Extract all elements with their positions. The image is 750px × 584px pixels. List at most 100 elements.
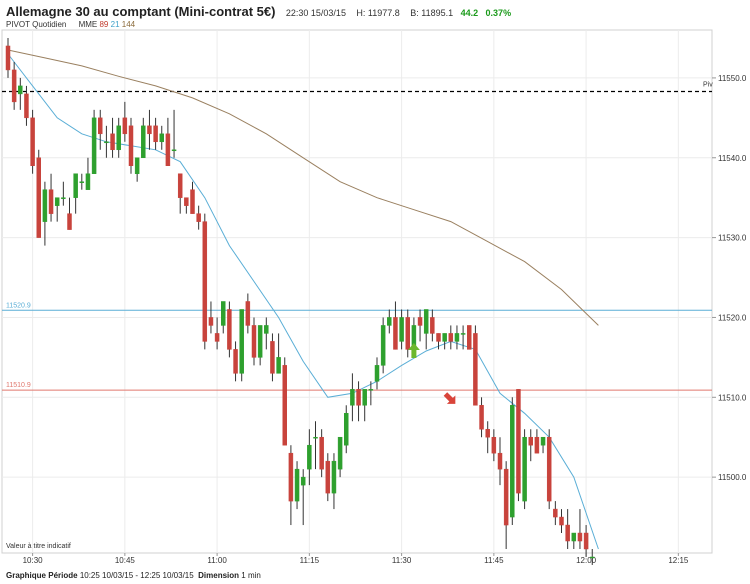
candle-body [546, 436, 552, 502]
candle-body [442, 333, 447, 342]
candle-body [48, 189, 54, 214]
header-time: 22:30 15/03/15 [285, 8, 346, 18]
x-tick-label: 11:45 [484, 556, 504, 565]
level-label: 11510.9 [6, 382, 31, 389]
candle-body [282, 365, 287, 446]
candle-body [85, 173, 91, 190]
candle-body [577, 532, 583, 542]
candle-body [221, 301, 226, 326]
candle-body [350, 389, 355, 406]
candle-body [417, 317, 423, 326]
candle-body [534, 436, 540, 454]
candle-body [522, 436, 527, 502]
chart-header: Allemagne 30 au comptant (Mini-contrat 5… [6, 3, 512, 19]
period-label: Graphique Période [6, 571, 78, 580]
candle-body [5, 45, 11, 71]
candle-body [491, 436, 497, 454]
candle-body [467, 325, 472, 350]
candle-body [134, 157, 140, 174]
level-label: 11520.9 [6, 302, 31, 309]
candle-body [307, 444, 312, 470]
candle-body [128, 125, 134, 166]
dimension-value: 1 min [241, 571, 261, 580]
candle-body [11, 69, 17, 103]
header-change-pct: 0.37% [485, 8, 512, 18]
candle-body [344, 413, 349, 446]
candle-body [590, 556, 595, 559]
candle-body [294, 468, 300, 502]
candle-body [73, 173, 78, 198]
candle-body [319, 436, 324, 470]
candle-body [91, 117, 97, 174]
candle-body [528, 436, 533, 446]
candle-body [387, 317, 392, 326]
candle-body [313, 436, 318, 439]
candle-body [233, 349, 238, 374]
candle-body [54, 197, 60, 206]
plot-area [1, 29, 713, 554]
dimension-label: Dimension [198, 571, 240, 580]
candle-body [553, 508, 558, 518]
y-tick-label: 11550.0 [718, 74, 747, 83]
indicator-legend: PIVOT Quotidien MME 89 21 144 [6, 20, 135, 29]
candle-body [571, 532, 577, 542]
candle-body [325, 460, 331, 494]
x-tick-label: 12:15 [668, 556, 689, 565]
candle-body [177, 173, 183, 198]
candle-body [454, 333, 460, 342]
candle-body [159, 133, 164, 143]
candle-body [559, 516, 564, 526]
y-tick-label: 11500.0 [718, 473, 747, 482]
header-low: B: 11895.1 [410, 8, 454, 18]
candle-body [165, 133, 171, 166]
x-tick-label: 11:30 [392, 556, 412, 565]
x-tick-label: 11:00 [207, 556, 227, 565]
candle-body [30, 117, 35, 166]
candle-body [368, 389, 374, 391]
candle-body [288, 452, 294, 502]
pivot-indicator-label[interactable]: PIVOT [6, 20, 30, 29]
candle-body [583, 532, 589, 550]
candle-body [264, 325, 269, 334]
candle-body [257, 325, 263, 358]
x-tick-label: 10:30 [23, 556, 44, 565]
buy-signal-arrow-icon [407, 342, 420, 358]
mme-indicator-label[interactable]: MME [78, 20, 98, 29]
mme-period-1: 89 [99, 20, 109, 29]
candle-body [251, 325, 257, 358]
candle-body [423, 309, 429, 334]
mme-period-3: 144 [121, 20, 136, 29]
candle-body [399, 317, 404, 342]
sell-signal-arrow-icon [443, 392, 456, 404]
candle-body [276, 357, 281, 374]
candle-body [24, 93, 29, 119]
candle-body [42, 189, 48, 222]
candle-body [448, 333, 454, 342]
candle-body [67, 213, 72, 230]
candle-body [196, 213, 201, 222]
candle-body [503, 468, 509, 526]
candle-body [18, 85, 23, 95]
candle-body [61, 197, 66, 199]
x-tick-label: 12:00 [576, 556, 597, 565]
candle-body [497, 452, 503, 470]
y-tick-label: 11510.0 [718, 393, 747, 402]
ema-144-line [7, 49, 599, 326]
y-tick-label: 11540.0 [718, 154, 747, 163]
candle-body [239, 309, 244, 374]
candle-body [36, 157, 41, 238]
candle-body [374, 365, 380, 382]
chart-footer: Graphique Période 10:25 10/03/15 - 12:25… [6, 571, 261, 580]
y-tick-label: 11520.0 [718, 313, 747, 322]
candle-body [380, 325, 386, 366]
header-high: H: 11977.8 [356, 8, 400, 18]
candle-body [245, 301, 251, 326]
candle-body [153, 125, 158, 143]
candle-body [331, 460, 337, 494]
mme-period-2: 21 [110, 20, 120, 29]
candle-body [184, 197, 189, 206]
candle-body [147, 125, 152, 135]
pivot-period: Quotidien [32, 20, 67, 29]
candle-body [141, 125, 146, 159]
